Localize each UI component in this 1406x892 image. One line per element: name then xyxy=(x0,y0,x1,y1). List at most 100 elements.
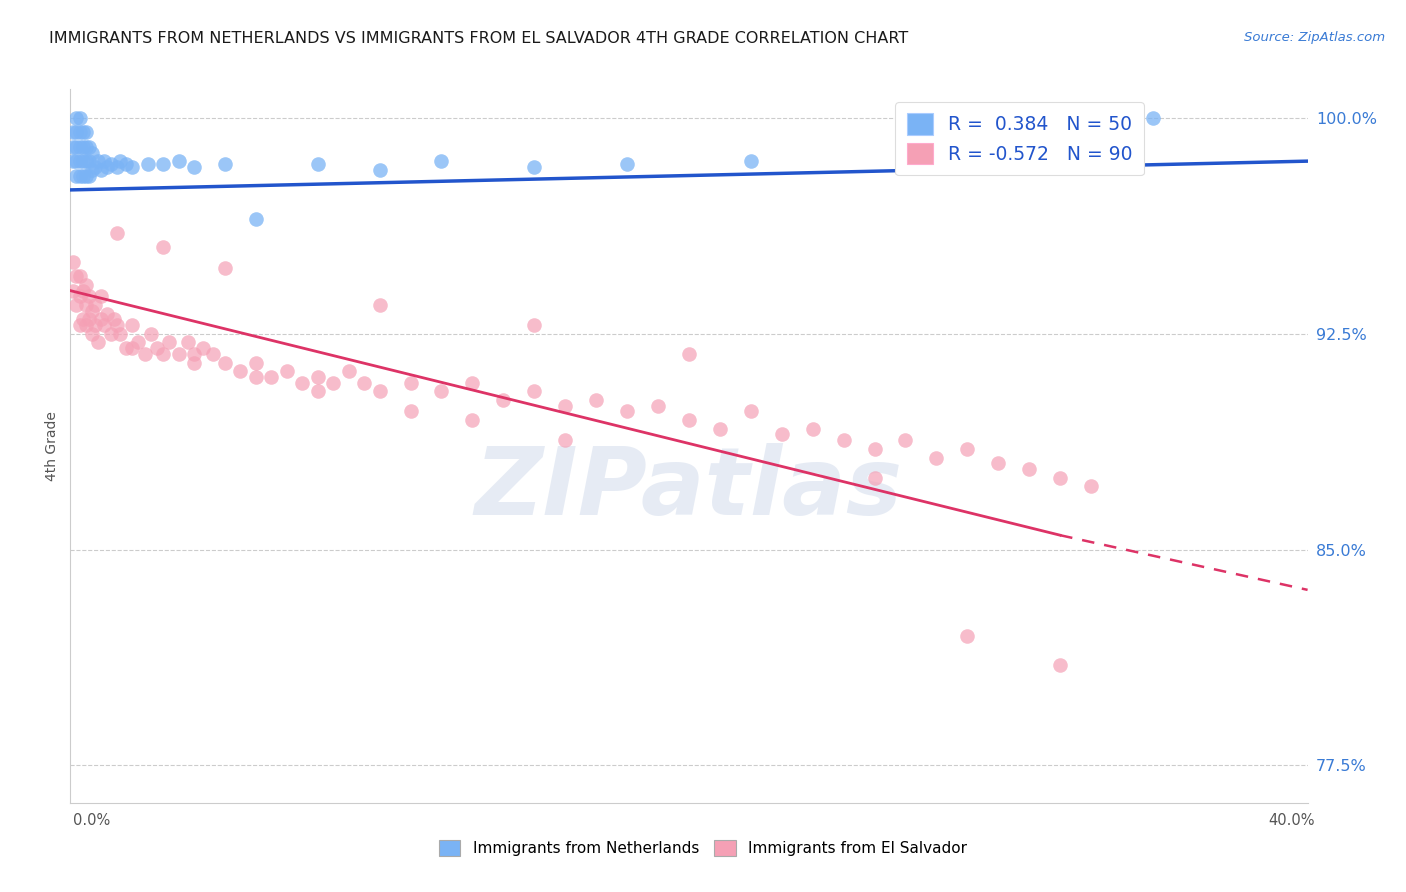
Point xyxy=(87,335,110,350)
Point xyxy=(307,370,329,384)
Point xyxy=(77,312,100,326)
Point xyxy=(307,157,329,171)
Point xyxy=(90,162,112,177)
Point xyxy=(69,269,91,284)
Point xyxy=(183,355,205,369)
Point xyxy=(956,442,979,456)
Point xyxy=(65,154,87,169)
Point xyxy=(65,140,87,154)
Point xyxy=(121,160,143,174)
Point xyxy=(69,154,91,169)
Point xyxy=(987,456,1010,470)
Point xyxy=(152,347,174,361)
Point xyxy=(368,162,391,177)
Point xyxy=(647,399,669,413)
Point xyxy=(69,318,91,333)
Point xyxy=(103,312,125,326)
Point xyxy=(177,335,200,350)
Point xyxy=(77,169,100,183)
Point xyxy=(65,111,87,125)
Point xyxy=(492,392,515,407)
Point xyxy=(229,364,252,378)
Point xyxy=(80,303,103,318)
Point xyxy=(62,125,84,139)
Point xyxy=(368,384,391,399)
Point xyxy=(678,347,700,361)
Text: ZIPatlas: ZIPatlas xyxy=(475,442,903,535)
Point xyxy=(77,140,100,154)
Point xyxy=(75,169,97,183)
Point xyxy=(554,399,576,413)
Point xyxy=(1049,657,1071,672)
Point xyxy=(183,347,205,361)
Point xyxy=(709,422,731,436)
Point xyxy=(201,347,224,361)
Text: IMMIGRANTS FROM NETHERLANDS VS IMMIGRANTS FROM EL SALVADOR 4TH GRADE CORRELATION: IMMIGRANTS FROM NETHERLANDS VS IMMIGRANT… xyxy=(49,31,908,46)
Point xyxy=(84,298,107,312)
Point xyxy=(214,355,236,369)
Point xyxy=(75,318,97,333)
Point xyxy=(136,157,159,171)
Point xyxy=(399,404,422,418)
Point xyxy=(75,277,97,292)
Point xyxy=(105,318,128,333)
Point xyxy=(72,312,94,326)
Point xyxy=(115,157,138,171)
Point xyxy=(62,284,84,298)
Point xyxy=(77,289,100,303)
Point xyxy=(72,125,94,139)
Point xyxy=(65,125,87,139)
Point xyxy=(245,370,267,384)
Point xyxy=(108,326,131,341)
Point xyxy=(69,111,91,125)
Y-axis label: 4th Grade: 4th Grade xyxy=(45,411,59,481)
Point xyxy=(1142,111,1164,125)
Point xyxy=(87,154,110,169)
Point xyxy=(1018,462,1040,476)
Point xyxy=(100,157,122,171)
Point xyxy=(152,240,174,254)
Point xyxy=(523,318,546,333)
Point xyxy=(353,376,375,390)
Point xyxy=(167,347,190,361)
Point xyxy=(276,364,298,378)
Point xyxy=(193,341,215,355)
Point xyxy=(214,260,236,275)
Point xyxy=(62,154,84,169)
Point xyxy=(322,376,344,390)
Point xyxy=(93,318,115,333)
Point xyxy=(72,140,94,154)
Point xyxy=(863,442,886,456)
Point xyxy=(134,347,156,361)
Point xyxy=(740,404,762,418)
Point xyxy=(523,160,546,174)
Point xyxy=(214,157,236,171)
Text: Source: ZipAtlas.com: Source: ZipAtlas.com xyxy=(1244,31,1385,45)
Point xyxy=(69,289,91,303)
Point xyxy=(80,162,103,177)
Point xyxy=(65,269,87,284)
Point xyxy=(96,307,118,321)
Text: 0.0%: 0.0% xyxy=(73,814,110,828)
Point xyxy=(554,434,576,448)
Point xyxy=(260,370,283,384)
Point xyxy=(80,326,103,341)
Point xyxy=(62,255,84,269)
Point xyxy=(75,125,97,139)
Point xyxy=(105,160,128,174)
Point xyxy=(585,392,607,407)
Point xyxy=(72,284,94,298)
Point xyxy=(167,154,190,169)
Point xyxy=(245,355,267,369)
Point xyxy=(93,154,115,169)
Point xyxy=(740,154,762,169)
Point xyxy=(894,434,917,448)
Point xyxy=(678,413,700,427)
Text: 40.0%: 40.0% xyxy=(1268,814,1315,828)
Point xyxy=(105,226,128,240)
Point xyxy=(121,341,143,355)
Point xyxy=(770,427,793,442)
Point xyxy=(291,376,314,390)
Point xyxy=(925,450,948,465)
Point xyxy=(75,154,97,169)
